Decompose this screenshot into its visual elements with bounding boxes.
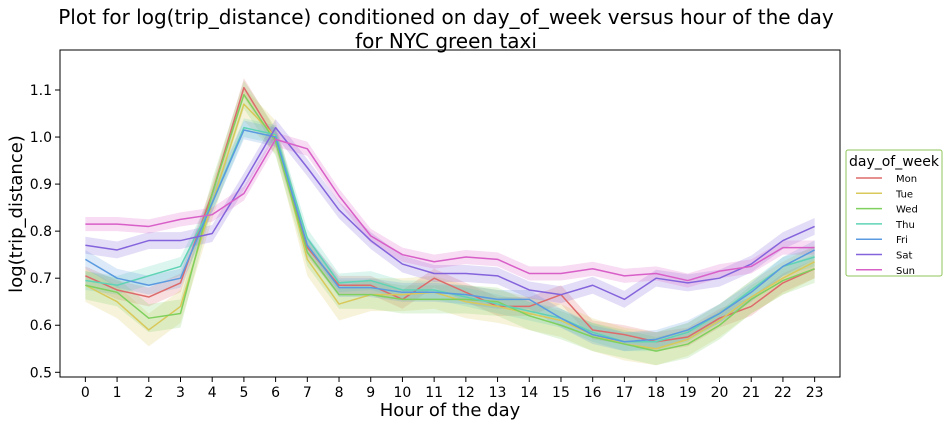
y-tick-label: 1.0	[30, 130, 52, 146]
x-tick-label: 5	[239, 385, 248, 401]
x-tick-label: 4	[208, 385, 217, 401]
x-tick-label: 15	[552, 385, 570, 401]
legend-box	[845, 149, 943, 277]
x-tick-label: 2	[144, 385, 153, 401]
y-tick-label: 0.9	[30, 177, 52, 193]
x-tick-label: 19	[679, 385, 697, 401]
x-tick-label: 9	[366, 385, 375, 401]
legend-label-mon: Mon	[896, 174, 917, 185]
band-tue	[85, 87, 815, 366]
x-tick-label: 23	[806, 385, 824, 401]
legend: day_of_week Mon Tue Wed Thu Fri Sat Sun	[845, 149, 943, 277]
y-tick-label: 0.8	[30, 224, 52, 240]
x-tick-label: 14	[520, 385, 538, 401]
series-line-tue	[85, 103, 815, 350]
chart-title-line1: Plot for log(trip_distance) conditioned …	[58, 5, 834, 29]
x-tick-label: 7	[303, 385, 312, 401]
y-tick-label: 0.5	[30, 365, 52, 381]
x-tick-label: 11	[425, 385, 443, 401]
legend-label-thu: Thu	[895, 220, 915, 231]
x-tick-label: 13	[489, 385, 507, 401]
legend-label-sun: Sun	[896, 266, 915, 277]
legend-label-fri: Fri	[896, 235, 908, 246]
band-sun	[85, 132, 815, 288]
x-tick-label: 22	[774, 385, 792, 401]
x-tick-label: 21	[742, 385, 760, 401]
x-tick-label: 16	[584, 385, 602, 401]
y-axis-label: log(trip_distance)	[6, 135, 27, 293]
legend-label-tue: Tue	[895, 189, 913, 200]
band-sat	[85, 119, 815, 308]
series-lines	[84, 86, 815, 352]
x-tick-label: 12	[457, 385, 475, 401]
band-wed	[85, 80, 815, 366]
y-axis-ticks: 0.5 0.6 0.7 0.8 0.9 1.0 1.1	[30, 83, 60, 381]
x-tick-label: 20	[711, 385, 729, 401]
legend-label-wed: Wed	[896, 205, 918, 216]
legend-items: Mon Tue Wed Thu Fri Sat Sun	[856, 174, 918, 277]
x-axis-ticks: 0 1 2 3 4 5 6 7 8 9 10 11 12 13 14 15 16 17 18 19 20 21 22 23	[81, 377, 824, 401]
y-tick-label: 0.7	[30, 271, 52, 287]
x-tick-label: 3	[176, 385, 185, 401]
x-tick-label: 18	[647, 385, 665, 401]
x-tick-label: 17	[615, 385, 633, 401]
x-tick-label: 8	[335, 385, 344, 401]
legend-title: day_of_week	[849, 154, 940, 170]
series-line-sun	[85, 138, 815, 282]
series-line-sat	[85, 126, 815, 301]
confidence-bands	[85, 78, 815, 366]
y-tick-label: 0.6	[30, 318, 52, 334]
chart-title-line2: for NYC green taxi	[355, 29, 537, 53]
x-tick-label: 6	[271, 385, 280, 401]
legend-label-sat: Sat	[896, 251, 912, 262]
x-axis-label: Hour of the day	[380, 400, 521, 421]
x-tick-label: 1	[113, 385, 122, 401]
x-tick-label: 10	[394, 385, 412, 401]
series-line-mon	[85, 86, 815, 343]
y-tick-label: 1.1	[30, 83, 52, 99]
x-tick-label: 0	[81, 385, 90, 401]
plot-frame	[59, 49, 841, 378]
